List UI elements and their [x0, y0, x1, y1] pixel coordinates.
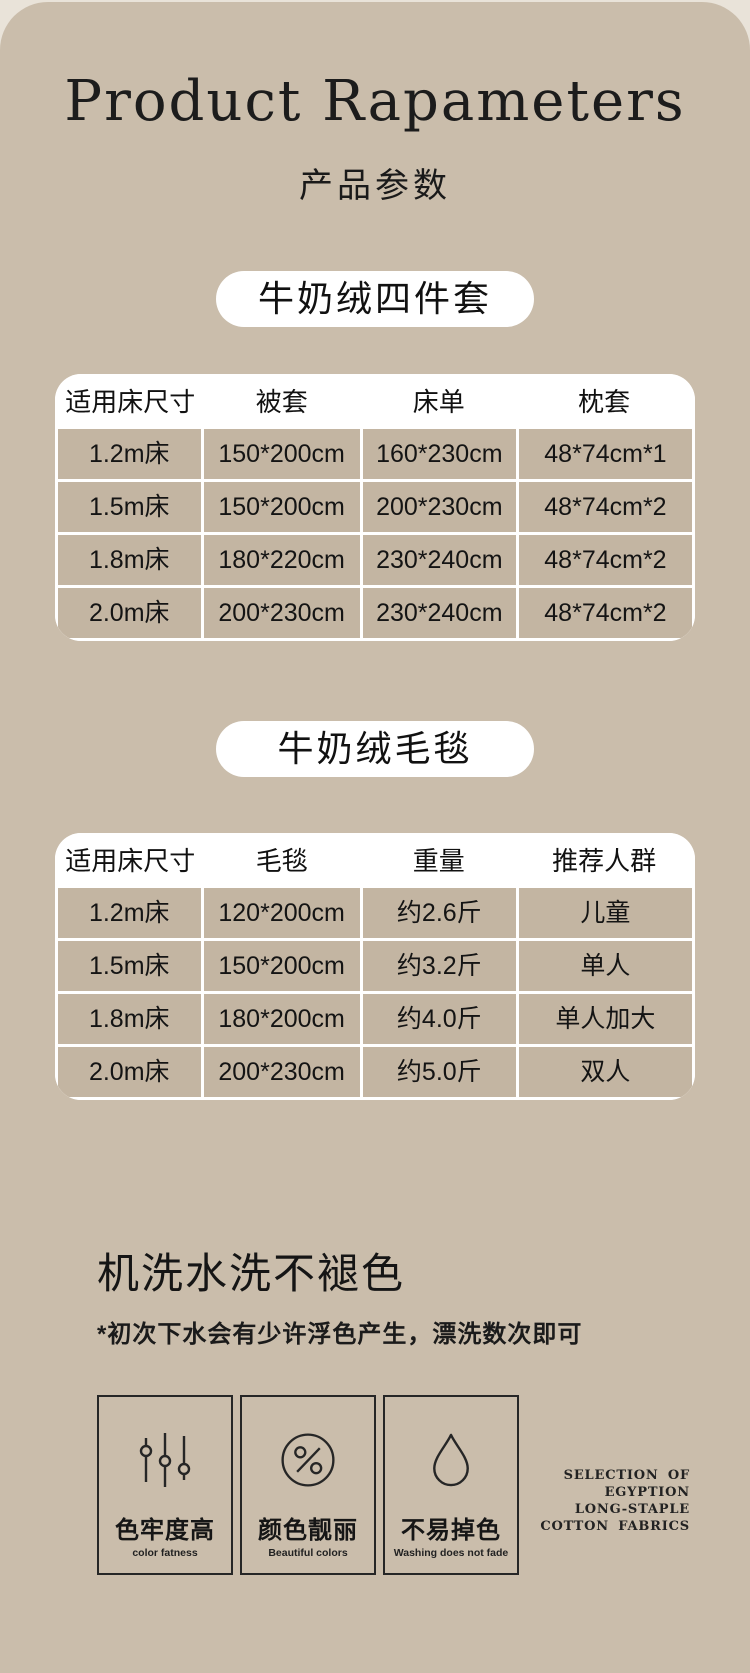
table-header-cell: 被套: [255, 386, 308, 417]
spec-table-blanket: 适用床尺寸 毛毯 重量 推荐人群 1.2m床 120*200cm 约2.6斤 儿…: [55, 833, 695, 1100]
table-cell: 150*200cm: [203, 429, 360, 479]
table-cell: 儿童: [518, 888, 692, 938]
wash-heading: 机洗水洗不褪色: [97, 1249, 406, 1298]
feature-label-en: Washing does not fade: [393, 1547, 509, 1559]
table-cell: 约3.2斤: [362, 941, 516, 991]
feature-box-bright-colors: 颜色靓丽 Beautiful colors: [240, 1395, 376, 1575]
table-body: 1.2m床 150*200cm 160*230cm 48*74cm*1 1.5m…: [55, 426, 695, 641]
table-cell: 200*230cm: [203, 1047, 360, 1097]
table-header-cell: 适用床尺寸: [65, 386, 196, 417]
table-cell: 180*200cm: [203, 994, 360, 1044]
percent-icon: [279, 1397, 337, 1517]
badge-four-piece-set: 牛奶绒四件套: [216, 271, 534, 327]
table-cell: 1.2m床: [58, 888, 201, 938]
table-header-cell: 枕套: [578, 386, 631, 417]
table-cell: 2.0m床: [58, 1047, 201, 1097]
table-header-cell: 毛毯: [255, 845, 308, 876]
feature-box-color-fastness: 色牢度高 color fatness: [97, 1395, 233, 1575]
table-cell: 48*74cm*2: [518, 535, 692, 585]
table-header-cell: 推荐人群: [552, 845, 657, 876]
feature-label-en: Beautiful colors: [268, 1547, 348, 1559]
side-text-line: SELECTION OF: [563, 1468, 690, 1483]
spec-table-four-piece-set: 适用床尺寸 被套 床单 枕套 1.2m床 150*200cm 160*230cm…: [55, 374, 695, 641]
table-cell: 1.8m床: [58, 994, 201, 1044]
table-cell: 200*230cm: [362, 482, 516, 532]
table-cell: 230*240cm: [362, 588, 516, 638]
side-text-line: EGYPTION: [604, 1485, 690, 1500]
badge-blanket: 牛奶绒毛毯: [216, 721, 534, 777]
sliders-icon: [139, 1397, 191, 1517]
feature-label-zh: 不易掉色: [401, 1517, 501, 1544]
table-cell: 180*220cm: [203, 535, 360, 585]
feature-boxes-row: 色牢度高 color fatness 颜色靓丽 Beautiful colors: [97, 1395, 690, 1575]
table-cell: 2.0m床: [58, 588, 201, 638]
table-header-row: 适用床尺寸 被套 床单 枕套: [55, 374, 695, 426]
table-header-cell: 适用床尺寸: [65, 845, 196, 876]
table-header-cell: 重量: [412, 845, 465, 876]
table-cell: 单人: [518, 941, 692, 991]
water-drop-icon: [425, 1397, 477, 1517]
table-cell: 双人: [518, 1047, 692, 1097]
side-text-line: LONG-STAPLE: [574, 1502, 690, 1517]
feature-label-en: color fatness: [132, 1547, 198, 1559]
table-cell: 160*230cm: [362, 429, 516, 479]
table-cell: 约4.0斤: [362, 994, 516, 1044]
feature-label-zh: 颜色靓丽: [258, 1517, 358, 1544]
page-title-zh: 产品参数: [299, 167, 451, 205]
wash-care-section: 机洗水洗不褪色 *初次下水会有少许浮色产生，漂洗数次即可: [97, 1248, 750, 1349]
table-header-row: 适用床尺寸 毛毯 重量 推荐人群: [55, 833, 695, 885]
table-cell: 150*200cm: [203, 482, 360, 532]
table-cell: 约5.0斤: [362, 1047, 516, 1097]
table-cell: 单人加大: [518, 994, 692, 1044]
table-cell: 约2.6斤: [362, 888, 516, 938]
wash-note: *初次下水会有少许浮色产生，漂洗数次即可: [97, 1321, 583, 1348]
table-body: 1.2m床 120*200cm 约2.6斤 儿童 1.5m床 150*200cm…: [55, 885, 695, 1100]
table-cell: 48*74cm*2: [518, 482, 692, 532]
table-cell: 1.8m床: [58, 535, 201, 585]
table-cell: 48*74cm*2: [518, 588, 692, 638]
side-text-cotton-selection: SELECTION OF EGYPTION LONG-STAPLE COTTON…: [540, 1467, 690, 1535]
table-cell: 200*230cm: [203, 588, 360, 638]
table-cell: 120*200cm: [203, 888, 360, 938]
page-title-en: Product Rapameters: [64, 69, 686, 134]
feature-box-no-fade: 不易掉色 Washing does not fade: [383, 1395, 519, 1575]
table-header-cell: 床单: [412, 386, 465, 417]
feature-label-zh: 色牢度高: [115, 1517, 215, 1544]
table-cell: 1.5m床: [58, 482, 201, 532]
table-cell: 230*240cm: [362, 535, 516, 585]
table-cell: 48*74cm*1: [518, 429, 692, 479]
table-cell: 1.5m床: [58, 941, 201, 991]
table-cell: 1.2m床: [58, 429, 201, 479]
side-text-line: COTTON FABRICS: [540, 1519, 690, 1534]
table-cell: 150*200cm: [203, 941, 360, 991]
